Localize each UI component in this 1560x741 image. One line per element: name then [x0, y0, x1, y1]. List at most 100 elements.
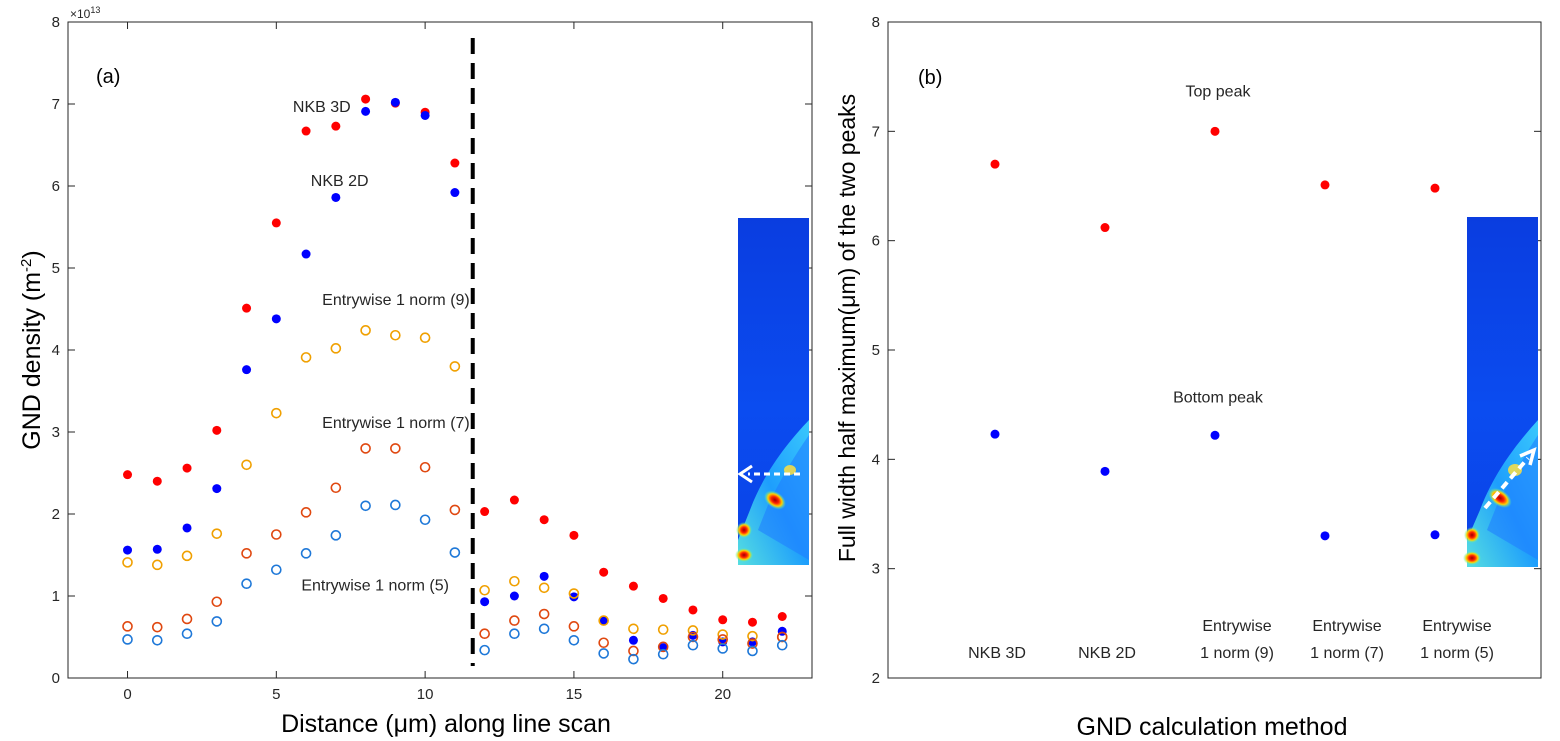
point-bottom-peak — [1430, 530, 1440, 540]
point-entrywise-1-norm-9 — [390, 329, 401, 341]
x-tick-label: 10 — [417, 686, 434, 703]
point-nkb-2d — [242, 365, 252, 375]
point-bottom-peak — [1320, 531, 1330, 541]
x-tick-label: 0 — [123, 686, 131, 703]
point-top-peak — [1430, 183, 1440, 193]
point-entrywise-1-norm-5 — [181, 628, 193, 640]
panel-a-axes-box — [67, 21, 813, 679]
point-entrywise-1-norm-7 — [657, 641, 669, 653]
point-entrywise-1-norm-7 — [211, 596, 223, 608]
point-entrywise-1-norm-9 — [211, 528, 223, 539]
point-nkb-3d — [569, 530, 579, 540]
y-tick-label: 5 — [52, 260, 60, 277]
point-entrywise-1-norm-5 — [479, 644, 490, 656]
category-label-line1: Entrywise — [1312, 618, 1381, 635]
point-entrywise-1-norm-7 — [509, 615, 520, 626]
point-entrywise-1-norm-5 — [449, 547, 461, 558]
annotation-entrywise-1-norm-9: Entrywise 1 norm (9) — [322, 292, 470, 309]
panel-b-data-points — [990, 126, 1440, 541]
series-nkb-3d — [123, 94, 787, 627]
point-entrywise-1-norm-7 — [330, 482, 342, 494]
point-nkb-3d — [212, 425, 222, 435]
point-entrywise-1-norm-5 — [509, 628, 520, 640]
point-entrywise-1-norm-7 — [181, 613, 193, 625]
point-entrywise-1-norm-9 — [509, 575, 520, 587]
point-entrywise-1-norm-5 — [300, 548, 312, 559]
series-entrywise-1-norm-5 — [122, 499, 788, 665]
point-nkb-2d — [301, 249, 311, 259]
series-entrywise-1-norm-9 — [122, 325, 788, 643]
point-bottom-peak — [990, 429, 1000, 439]
point-entrywise-1-norm-7 — [122, 621, 133, 632]
point-nkb-3d — [777, 612, 787, 621]
y-tick-label: 6 — [872, 233, 880, 250]
y-tick-label: 2 — [872, 670, 880, 687]
point-entrywise-1-norm-9 — [449, 361, 461, 372]
point-entrywise-1-norm-5 — [687, 639, 699, 651]
annotation-nkb-2d: NKB 2D — [311, 173, 369, 190]
point-entrywise-1-norm-7 — [241, 548, 252, 559]
point-top-peak — [1210, 126, 1220, 136]
point-nkb-2d — [182, 523, 192, 533]
point-entrywise-1-norm-9 — [419, 332, 431, 344]
point-entrywise-1-norm-5 — [598, 648, 609, 659]
point-entrywise-1-norm-9 — [479, 584, 490, 596]
point-entrywise-1-norm-5 — [330, 530, 342, 541]
y-tick-label: 7 — [872, 123, 880, 140]
point-entrywise-1-norm-7 — [419, 461, 431, 473]
point-nkb-2d — [212, 484, 222, 494]
panel-a-annotations: NKB 3D NKB 2D Entrywise 1 norm (9) Entrywis… — [293, 99, 470, 594]
category-label-line2: NKB 3D — [968, 645, 1026, 662]
point-nkb-3d — [152, 476, 162, 486]
point-entrywise-1-norm-9 — [657, 624, 669, 635]
y-multiplier: ×1013 — [70, 5, 100, 21]
point-entrywise-1-norm-9 — [122, 557, 133, 568]
point-nkb-3d — [539, 515, 549, 525]
point-entrywise-1-norm-5 — [776, 639, 788, 651]
panel-b-label: (b) — [918, 67, 942, 89]
point-entrywise-1-norm-7 — [300, 507, 312, 518]
point-entrywise-1-norm-7 — [479, 628, 490, 640]
point-bottom-peak — [1100, 466, 1110, 476]
point-entrywise-1-norm-9 — [747, 630, 758, 642]
y-tick-label: 2 — [52, 506, 60, 523]
point-nkb-3d — [271, 218, 281, 228]
annotation-entrywise-1-norm-5: Entrywise 1 norm (5) — [301, 577, 449, 594]
point-entrywise-1-norm-5 — [241, 578, 252, 590]
annotation-top-peak: Top peak — [1186, 84, 1252, 101]
annotation-nkb-3d: NKB 3D — [293, 99, 351, 116]
point-nkb-2d — [420, 110, 430, 120]
x-tick-label: 5 — [272, 686, 280, 703]
category-label-line2: 1 norm (7) — [1310, 645, 1384, 662]
point-nkb-3d — [182, 463, 192, 473]
point-nkb-3d — [747, 617, 757, 627]
panel-b-inset-map: gnd-map-thumbnail — [1463, 217, 1538, 567]
panel-b-category-labels: NKB 3D NKB 2D Entrywise 1 norm (9) Entrywise… — [968, 618, 1494, 662]
panel-a: 0 1 2 3 4 5 6 7 8 0 5 10 15 20 gnd-map-thumbnail NKB … — [18, 5, 813, 738]
panel-b: 2 3 4 5 6 7 8 gnd-map-thumbnail Top peak Bottom… — [834, 14, 1542, 741]
point-top-peak — [990, 159, 1000, 169]
panel-b-axes-box — [887, 21, 1542, 679]
point-entrywise-1-norm-9 — [628, 623, 639, 635]
panel-a-inset-map: gnd-map-thumbnail — [735, 218, 809, 565]
panel-b-annotations: Top peak Bottom peak — [1173, 84, 1264, 407]
point-nkb-3d — [688, 605, 698, 615]
panel-a-label: (a) — [96, 66, 120, 88]
y-tick-label: 4 — [52, 342, 60, 359]
point-entrywise-1-norm-7 — [151, 621, 163, 633]
point-nkb-2d — [450, 188, 460, 198]
point-entrywise-1-norm-7 — [390, 443, 401, 454]
point-entrywise-1-norm-9 — [360, 325, 371, 336]
y-tick-label: 7 — [52, 96, 60, 113]
point-nkb-3d — [361, 94, 371, 104]
panel-b-y-axis-label: Full width half maximum(μm) of the two p… — [834, 94, 860, 562]
point-nkb-3d — [242, 303, 252, 313]
point-entrywise-1-norm-5 — [717, 643, 729, 654]
y-tick-label: 0 — [52, 670, 60, 687]
point-nkb-3d — [658, 593, 668, 603]
point-entrywise-1-norm-5 — [538, 623, 550, 635]
y-tick-label: 1 — [52, 588, 60, 605]
point-entrywise-1-norm-5 — [390, 499, 401, 511]
y-tick-label: 5 — [872, 342, 880, 359]
panel-a-data-points — [122, 94, 788, 665]
